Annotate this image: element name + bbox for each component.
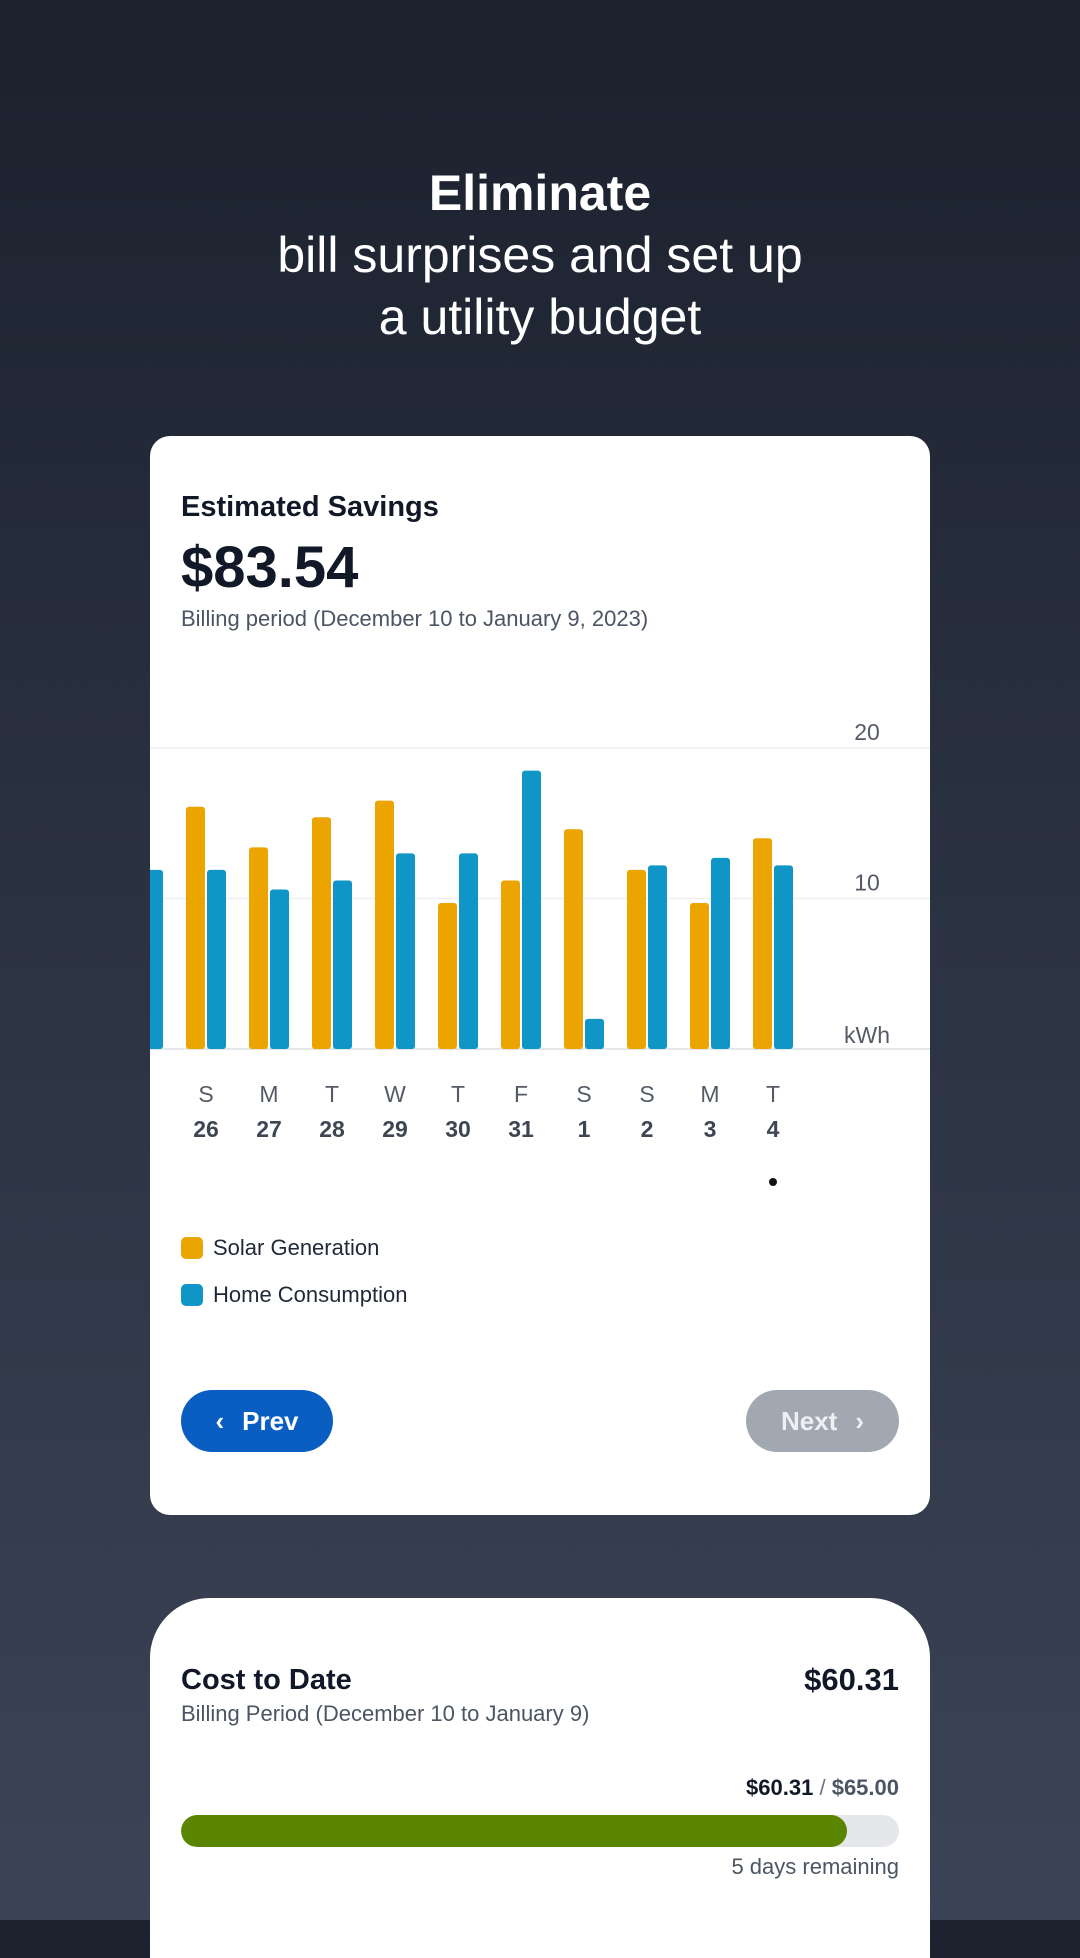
x-tick-label[interactable]: M 27 [239, 1081, 299, 1143]
bar-solar-generation [438, 903, 457, 1049]
spent-value: $60.31 [746, 1775, 814, 1800]
prev-button[interactable]: ‹ Prev [181, 1390, 333, 1452]
savings-card: Estimated Savings $83.54 Billing period … [150, 436, 930, 1515]
hero-line-2: bill surprises and set up [277, 227, 803, 283]
days-remaining: 5 days remaining [731, 1854, 899, 1879]
cost-amount: $60.31 [804, 1662, 899, 1697]
usage-bar-chart: 20 10 kWh [150, 719, 930, 1050]
bar-solar-generation [375, 800, 394, 1049]
chevron-right-icon: › [855, 1405, 865, 1436]
x-tick-label[interactable]: F 31 [491, 1081, 551, 1143]
budget-value: $65.00 [831, 1775, 899, 1800]
bar-home-consumption [333, 880, 352, 1049]
budget-progress-bar [181, 1815, 899, 1847]
legend-label: Solar Generation [213, 1235, 380, 1260]
legend-solar: Solar Generation [181, 1235, 379, 1261]
day-of-week: S [198, 1081, 214, 1107]
bar-home-consumption [585, 1018, 604, 1049]
day-number: 26 [193, 1116, 219, 1142]
bar-solar-generation [627, 869, 646, 1049]
bar-solar-generation [690, 903, 709, 1049]
budget-progress-fill [181, 1815, 848, 1847]
savings-period: Billing period (December 10 to January 9… [181, 606, 649, 631]
day-of-week: M [700, 1081, 720, 1107]
bar-home-consumption [207, 869, 226, 1049]
selected-day-indicator [769, 1178, 777, 1186]
day-number: 29 [382, 1116, 408, 1142]
day-number: 1 [577, 1116, 591, 1142]
day-of-week: M [259, 1081, 279, 1107]
x-tick-label[interactable]: T 30 [428, 1081, 488, 1143]
y-axis-unit: kWh [844, 1022, 890, 1048]
chevron-left-icon: ‹ [215, 1405, 225, 1436]
day-of-week: F [513, 1081, 529, 1107]
savings-title: Estimated Savings [181, 491, 439, 523]
bar-home-consumption [459, 853, 478, 1049]
bar-home-consumption [270, 889, 289, 1049]
legend-label: Home Consumption [213, 1282, 408, 1307]
x-tick-label[interactable]: S 26 [176, 1081, 236, 1143]
bar-home-consumption [648, 865, 667, 1049]
day-number: 28 [319, 1116, 345, 1142]
bar-solar-generation [501, 880, 520, 1049]
bar-solar-generation [564, 829, 583, 1049]
day-of-week: S [576, 1081, 592, 1107]
savings-amount: $83.54 [181, 535, 359, 600]
day-of-week: S [639, 1081, 655, 1107]
day-of-week: T [324, 1081, 340, 1107]
bar-solar-generation [312, 817, 331, 1049]
legend-home: Home Consumption [181, 1282, 407, 1308]
hero-line-3: a utility budget [378, 289, 702, 345]
bar-solar-generation [753, 838, 772, 1049]
cost-period: Billing Period (December 10 to January 9… [181, 1701, 590, 1726]
x-tick-label[interactable]: T 28 [302, 1081, 362, 1143]
next-button[interactable]: Next › [746, 1390, 899, 1452]
solar-swatch [181, 1237, 203, 1259]
y-tick-label: 20 [854, 719, 880, 745]
bar-solar-generation [186, 806, 205, 1049]
bar-home-consumption [774, 865, 793, 1049]
cost-title: Cost to Date [181, 1664, 352, 1696]
budget-ratio: $60.31 / $65.00 [746, 1775, 899, 1801]
bar-home-consumption [711, 857, 730, 1049]
cost-card: Cost to Date $60.31 Billing Period (Dece… [150, 1598, 930, 1958]
day-number: 4 [766, 1116, 780, 1142]
bar-solar-generation [249, 847, 268, 1049]
day-number: 2 [640, 1116, 654, 1142]
day-number: 3 [703, 1116, 717, 1142]
day-of-week: T [450, 1081, 466, 1107]
x-tick-label[interactable]: W 29 [365, 1081, 425, 1143]
hero-line-1: Eliminate [428, 165, 652, 221]
day-number: 30 [445, 1116, 471, 1142]
bar-home-consumption [150, 869, 163, 1049]
bar-home-consumption [522, 770, 541, 1049]
next-label: Next [780, 1405, 838, 1436]
day-number: 31 [508, 1116, 534, 1142]
ratio-separator: / [819, 1775, 826, 1800]
day-of-week: T [765, 1081, 781, 1107]
y-tick-label: 10 [854, 870, 880, 896]
prev-label: Prev [242, 1405, 299, 1436]
bar-home-consumption [396, 853, 415, 1049]
home-swatch [181, 1284, 203, 1306]
day-number: 27 [256, 1116, 282, 1142]
day-of-week: W [384, 1081, 406, 1107]
hero-heading: Eliminate bill surprises and set up a ut… [0, 162, 1080, 348]
